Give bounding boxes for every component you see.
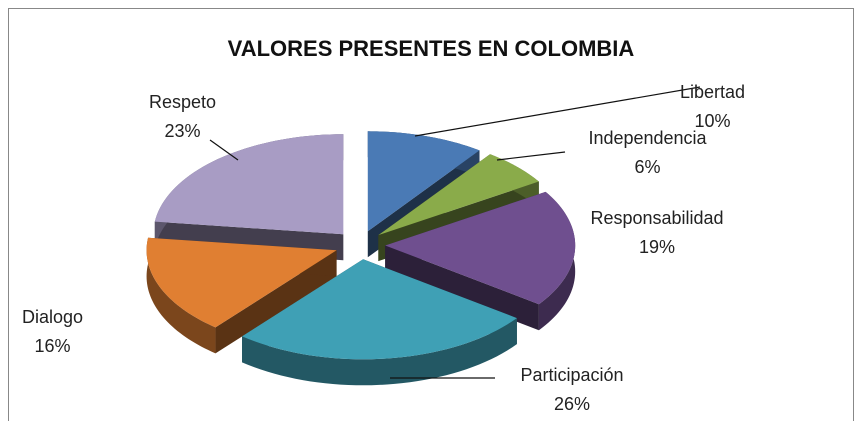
value-label: 16% — [34, 336, 71, 356]
slice-top — [146, 237, 337, 328]
leader-line — [414, 86, 701, 137]
category-label: Responsabilidad — [590, 208, 724, 228]
value-label: 26% — [553, 394, 591, 414]
slice-top — [378, 154, 539, 236]
data-label: Libertad 10% — [650, 78, 775, 136]
slice-top — [367, 131, 480, 232]
data-label: Responsabilidad 19% — [582, 204, 732, 262]
category-label: Respeto — [148, 92, 217, 112]
slice-top — [385, 191, 576, 305]
slice-side — [146, 237, 216, 354]
leader-line — [496, 151, 566, 161]
category-label: Libertad — [679, 82, 746, 102]
slice-top — [242, 259, 517, 360]
category-label: Dialogo — [21, 307, 84, 327]
category-label: Independencia — [588, 128, 707, 148]
data-label: Participación 26% — [492, 361, 652, 419]
leader-line — [209, 139, 239, 161]
slice-wall — [215, 250, 337, 354]
value-label: 19% — [638, 237, 676, 257]
chart-title: VALORES PRESENTES EN COLOMBIA — [227, 36, 635, 61]
slice-wall — [385, 245, 539, 331]
data-label: Respeto 23% — [125, 88, 240, 146]
slice — [242, 259, 517, 386]
slice — [385, 191, 576, 331]
value-label: 6% — [634, 157, 661, 177]
category-label: Participación — [520, 365, 624, 385]
slice-side — [242, 318, 517, 386]
slice — [146, 237, 337, 354]
value-label: 10% — [694, 111, 731, 131]
data-label: Independencia 6% — [565, 124, 730, 182]
slice-top — [154, 134, 344, 235]
data-label: Dialogo 16% — [5, 303, 100, 361]
value-label: 23% — [164, 121, 201, 141]
